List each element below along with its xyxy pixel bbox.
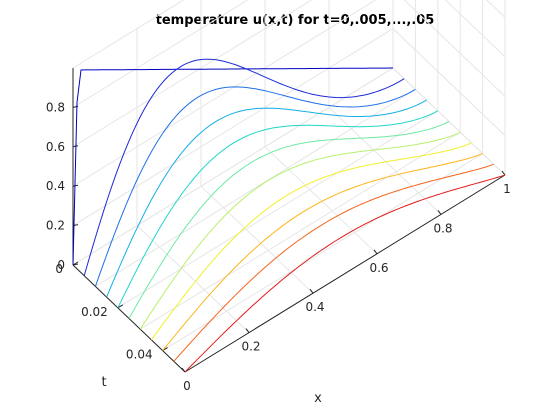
back-grid-z-3 [72,0,313,148]
z-tick-label-2: 0.4 [46,179,65,193]
floor-grid-t-2 [117,110,439,309]
series-curve-10 [184,174,506,373]
floor-grid-x-2 [200,185,314,294]
back-grid-z-5 [72,0,185,69]
back-grid-z-4 [72,0,249,108]
x-tick-label-3: 0.6 [369,261,388,275]
x-axis-label: x [314,391,322,406]
x-tick-label-2: 0.4 [305,300,324,314]
side-grid-z-2 [403,0,506,97]
series-curve-4 [117,110,439,309]
z-tick-label-3: 0.6 [46,140,65,154]
x-tick-4 [437,210,442,215]
z-tick-label-0: 0 [57,258,65,272]
t-tick-0 [72,261,79,266]
series-curve-9 [173,163,494,362]
x-tick-label-0: 0 [183,379,191,393]
t-axis-label: t [101,375,106,390]
series-curve-3 [106,99,427,298]
t-tick-label-1: 0.02 [81,305,108,319]
z-tick-2 [72,184,79,187]
floor-grid-t-4 [162,153,483,352]
z-tick-label-1: 0.2 [46,219,65,233]
x-tick-5 [501,170,506,176]
floor-grid-x-3 [264,146,378,255]
back-grid-z-2 [72,0,377,187]
x-tick-label-5: 1 [503,182,511,196]
floor-grid-x-4 [328,107,442,215]
z-tick-label-4: 0.8 [46,100,65,114]
chart-title: temperature u(x,t) for t=0,.005,...,.05 [156,13,435,28]
side-grid-z-3 [444,0,506,58]
series-curve-1 [83,58,405,276]
back-grid-z-1 [72,28,394,227]
series-curve-0 [72,67,393,266]
t-tick-label-0: 0 [55,262,63,276]
x-tick-label-1: 0.2 [241,340,260,354]
floor-grid-t-1 [95,88,416,287]
series-curve-8 [162,153,483,351]
series-curve-2 [94,86,416,287]
series-curve-5 [128,121,450,319]
series-curves [72,58,506,373]
back-grid-z-0 [72,67,394,266]
x-tick-3 [373,249,378,255]
t-tick-label-2: 0.04 [126,348,153,362]
floor-grid-x-1 [136,225,250,333]
floor-grid-t-3 [139,131,461,330]
x-axis-line [184,174,506,373]
series-curve-7 [150,142,472,341]
t-tick-1 [117,304,124,309]
tick-labels: 0 0.2 0.4 0.6 0.8 0 0.02 0.04 0 0.2 0.4 0.6 0.8 1 [46,100,511,393]
x-tick-2 [309,288,314,294]
series-curve-6 [139,131,461,330]
x-tick-0 [181,367,186,373]
x-tick-label-4: 0.8 [433,221,452,235]
side-grid-z-1 [392,28,506,136]
grid-lines [72,0,506,373]
x-tick-1 [245,328,250,333]
